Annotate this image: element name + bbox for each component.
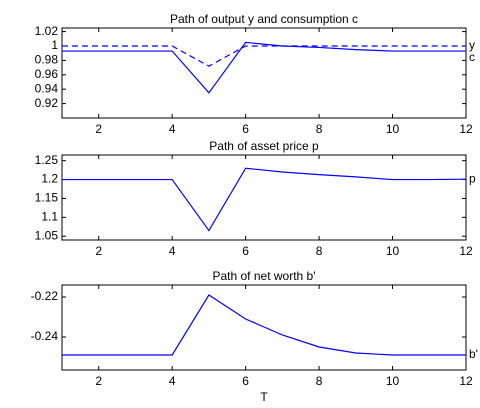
y-tick-label: 1.15 [35, 191, 59, 205]
x-axis-label: T [260, 390, 268, 404]
y-tick-label: 1.25 [35, 153, 59, 167]
series-label: b' [469, 347, 478, 361]
x-tick-label: 6 [242, 244, 249, 258]
y-tick-label: 1.02 [35, 24, 59, 38]
y-tick-label: 0.96 [35, 67, 59, 81]
x-tick-label: 12 [459, 244, 473, 258]
axes-frame [61, 284, 467, 371]
x-tick-label: 4 [169, 122, 176, 136]
series-line [62, 41, 466, 94]
x-tick-label: 10 [386, 374, 400, 388]
y-tick-label: -0.22 [31, 289, 59, 303]
y-tick-label: 1.1 [41, 210, 58, 224]
axes-frame [61, 154, 467, 241]
x-tick-label: 2 [95, 244, 102, 258]
x-tick-label: 6 [242, 122, 249, 136]
subplot-title: Path of net worth b' [212, 269, 315, 283]
series-line [62, 167, 467, 232]
y-tick-label: 0.98 [35, 53, 59, 67]
y-tick-label: 1 [51, 38, 58, 52]
y-tick-label: 0.92 [35, 96, 59, 110]
x-tick-label: 2 [95, 374, 102, 388]
subplot-title: Path of asset price p [209, 139, 319, 153]
series-label: c [469, 50, 475, 64]
y-tick-label: -0.24 [31, 329, 59, 343]
series-line [62, 294, 466, 356]
x-tick-label: 10 [386, 244, 400, 258]
x-tick-label: 8 [316, 374, 323, 388]
x-tick-label: 8 [316, 244, 323, 258]
series-label: p [469, 171, 476, 185]
x-tick-label: 2 [95, 122, 102, 136]
y-tick-label: 1.2 [41, 172, 58, 186]
series-label: y [469, 38, 475, 52]
y-tick-label: 1.05 [35, 228, 59, 242]
subplot-title: Path of output y and consumption c [170, 12, 358, 26]
x-tick-label: 4 [169, 244, 176, 258]
axes-frame [61, 27, 467, 119]
x-tick-label: 12 [459, 122, 473, 136]
x-tick-label: 12 [459, 374, 473, 388]
x-tick-label: 8 [316, 122, 323, 136]
x-tick-label: 10 [386, 122, 400, 136]
y-tick-label: 0.94 [35, 81, 59, 95]
series-line [62, 45, 466, 67]
x-tick-label: 6 [242, 374, 249, 388]
x-tick-label: 4 [169, 374, 176, 388]
